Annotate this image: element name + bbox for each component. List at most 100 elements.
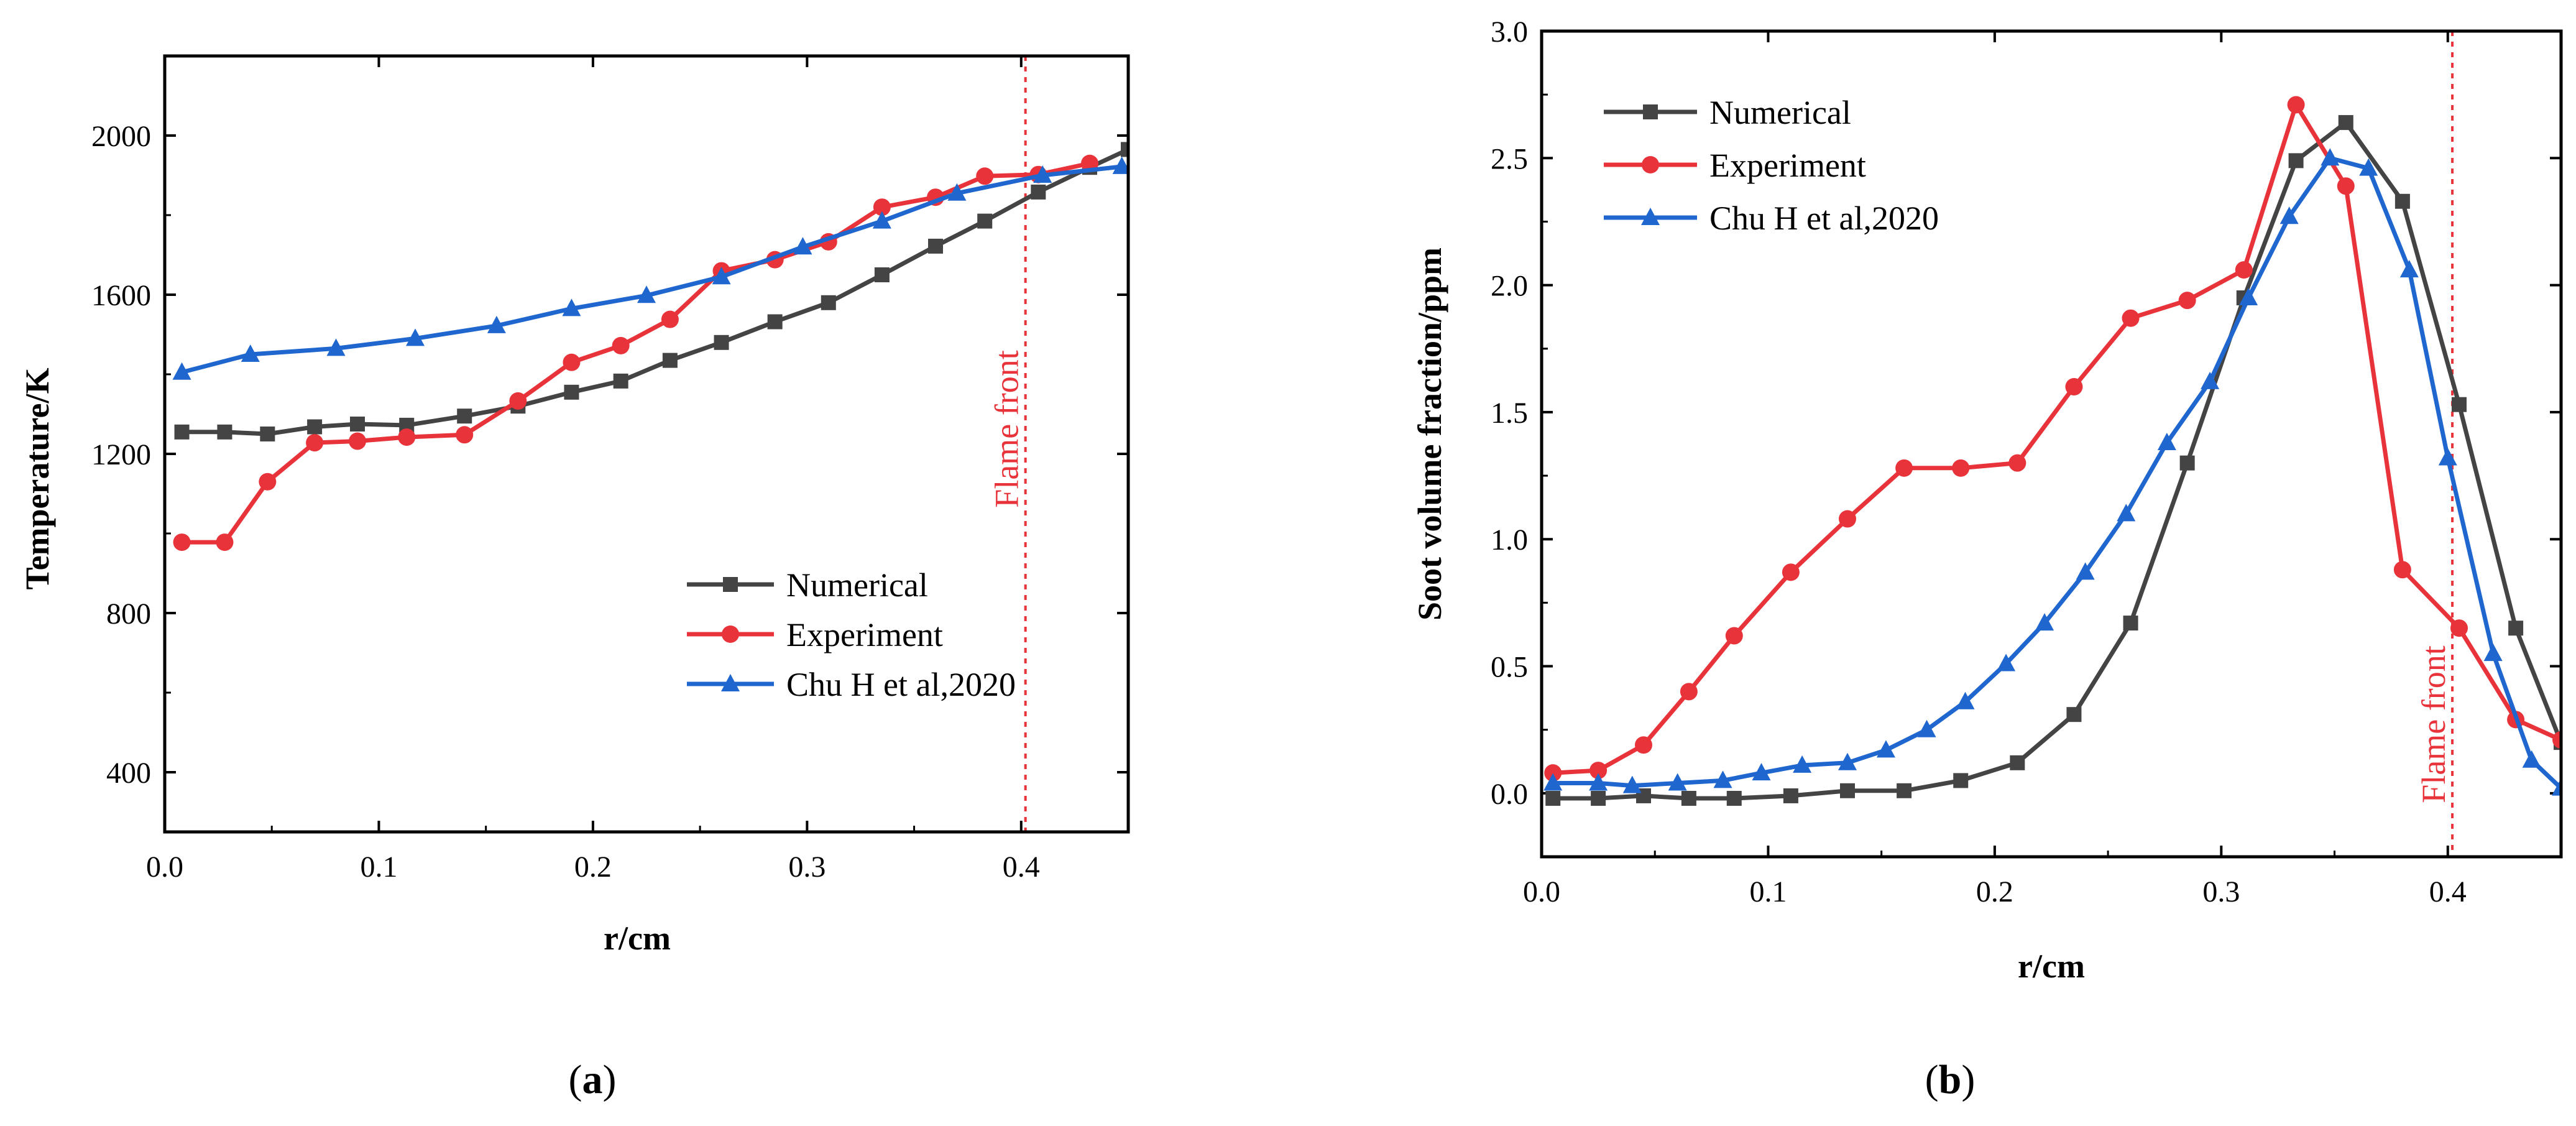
data-point-a-0-19 — [1121, 142, 1128, 157]
data-point-b-1-17 — [2450, 619, 2468, 637]
data-point-a-1-9 — [612, 336, 630, 354]
y-tick-label-a-1: 800 — [106, 598, 151, 630]
legend-marker-a-1 — [722, 625, 739, 643]
panel-letter-b: b — [1939, 1057, 1962, 1102]
data-point-a-1-0 — [173, 533, 191, 551]
data-point-b-2-6 — [1793, 755, 1812, 773]
x-tick-label-b-4: 0.4 — [2429, 875, 2467, 908]
legend-marker-a-2 — [721, 674, 740, 691]
data-point-a-2-10 — [947, 183, 967, 201]
x-tick-label-a-4: 0.4 — [1003, 851, 1040, 884]
plot-frame-a — [163, 54, 1130, 834]
data-point-b-1-9 — [2008, 454, 2026, 472]
data-point-b-1-1 — [1589, 762, 1608, 780]
data-point-a-2-4 — [487, 315, 506, 333]
data-point-a-2-8 — [793, 237, 812, 255]
data-point-a-0-15 — [928, 238, 943, 254]
data-point-b-2-1 — [1589, 773, 1608, 791]
y-tick-label-b-2: 1.0 — [1491, 524, 1528, 556]
data-point-b-2-8 — [1876, 740, 1895, 758]
data-point-b-0-18 — [2508, 621, 2524, 636]
data-point-b-2-5 — [1752, 763, 1771, 781]
data-point-b-0-11 — [2123, 616, 2138, 631]
data-point-b-2-3 — [1668, 773, 1687, 791]
data-point-b-2-20 — [2359, 158, 2378, 176]
data-point-b-2-25 — [2552, 778, 2561, 796]
series-a-1 — [173, 154, 1098, 551]
y-tick-label-b-6: 3.0 — [1491, 16, 1528, 48]
data-point-b-1-5 — [1782, 563, 1800, 581]
data-point-a-1-14 — [873, 198, 891, 216]
legend-marker-a-0 — [723, 577, 738, 592]
data-point-b-1-12 — [2178, 292, 2196, 310]
data-point-b-1-3 — [1680, 683, 1698, 701]
data-point-a-0-11 — [714, 335, 729, 350]
data-point-a-2-5 — [562, 298, 581, 316]
series-line-b-2 — [1553, 155, 2561, 790]
data-point-a-0-10 — [662, 353, 678, 368]
data-point-b-0-3 — [1681, 791, 1696, 806]
data-point-b-2-15 — [2157, 432, 2176, 450]
x-tick-label-a-2: 0.2 — [574, 851, 612, 884]
data-point-a-2-2 — [326, 338, 346, 356]
y-axis-title-a: Temperature/K — [19, 368, 56, 590]
data-point-b-0-6 — [1840, 783, 1855, 798]
data-point-b-2-9 — [1917, 719, 1936, 737]
data-point-b-0-12 — [2179, 455, 2195, 471]
data-point-b-2-18 — [2279, 206, 2299, 224]
data-point-a-1-5 — [398, 428, 416, 446]
x-tick-label-a-0: 0.0 — [146, 851, 183, 884]
data-point-b-2-10 — [1956, 691, 1975, 709]
data-point-a-0-3 — [307, 419, 323, 435]
data-point-b-2-14 — [2117, 504, 2136, 522]
data-point-b-0-16 — [2394, 193, 2410, 209]
data-point-a-0-16 — [977, 213, 993, 229]
data-point-b-1-16 — [2393, 561, 2411, 579]
y-tick-label-b-5: 2.5 — [1491, 142, 1528, 175]
legend-label-b-2: Chu H et al,2020 — [1709, 200, 1939, 237]
legend-marker-b-0 — [1643, 104, 1658, 119]
series-a-2 — [172, 156, 1128, 380]
data-point-a-1-8 — [563, 353, 581, 371]
data-point-a-1-1 — [216, 533, 234, 551]
data-point-b-0-17 — [2452, 397, 2467, 412]
x-tick-label-b-2: 0.2 — [1976, 875, 2013, 908]
data-point-b-0-7 — [1897, 783, 1912, 798]
chart-panel-b: 0.0 0.1 0.2 0.3 0.4 0.0 0.5 1.0 1.5 2.0 2.5 3.0 Flam… — [1411, 16, 2563, 1102]
data-point-b-1-11 — [2122, 309, 2140, 327]
data-point-a-2-9 — [872, 211, 891, 229]
data-point-b-0-9 — [2010, 755, 2025, 770]
data-point-b-2-22 — [2438, 448, 2457, 466]
data-point-b-2-17 — [2239, 288, 2258, 306]
x-tick-label-a-1: 0.1 — [360, 851, 397, 884]
legend-a: Numerical Experiment Chu H et al,2020 — [687, 566, 1016, 703]
data-point-b-1-13 — [2235, 261, 2253, 279]
data-point-b-2-16 — [2201, 371, 2220, 389]
data-point-b-0-14 — [2288, 153, 2304, 168]
y-tick-label-b-4: 2.0 — [1491, 270, 1528, 303]
series-line-b-1 — [1553, 103, 2561, 775]
x-tick-label-b-1: 0.1 — [1749, 875, 1787, 908]
data-point-a-1-3 — [306, 434, 324, 452]
data-point-b-0-4 — [1726, 791, 1742, 806]
series-line-a-2 — [181, 164, 1123, 375]
y-tick-label-b-1: 0.5 — [1491, 651, 1528, 684]
flame-front-label-b: Flame front — [2415, 645, 2452, 803]
series-b-1 — [1544, 96, 2561, 782]
data-point-a-0-6 — [457, 408, 472, 424]
data-point-a-0-4 — [350, 417, 365, 431]
data-point-b-2-11 — [1997, 653, 2016, 671]
data-point-b-1-7 — [1895, 459, 1913, 477]
data-point-b-1-4 — [1725, 627, 1743, 645]
y-tick-label-a-3: 1600 — [91, 279, 151, 312]
legend-label-a-0: Numerical — [786, 566, 928, 604]
data-point-b-0-8 — [1953, 773, 1969, 788]
legend-label-b-0: Numerical — [1709, 94, 1851, 131]
x-axis-title-b: r/cm — [2018, 948, 2085, 985]
data-point-b-2-19 — [2321, 148, 2340, 166]
x-tick-label-a-3: 0.3 — [788, 851, 826, 884]
data-point-a-0-12 — [767, 314, 783, 330]
data-point-b-1-15 — [2337, 177, 2355, 195]
data-point-b-2-0 — [1543, 773, 1563, 791]
data-point-a-2-3 — [406, 328, 425, 346]
